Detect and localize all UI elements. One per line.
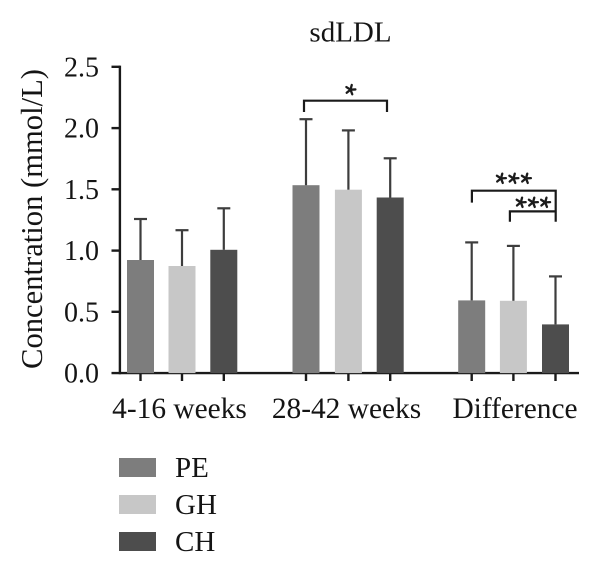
svg-text:2.0: 2.0: [64, 114, 99, 145]
svg-text:sdLDL: sdLDL: [309, 16, 391, 48]
svg-text:CH: CH: [175, 526, 215, 558]
svg-text:28-42 weeks: 28-42 weeks: [272, 393, 421, 425]
svg-text:Concentration (mmol/L): Concentration (mmol/L): [15, 69, 49, 369]
svg-text:0.0: 0.0: [64, 359, 99, 390]
svg-text:4-16 weeks: 4-16 weeks: [112, 393, 247, 425]
svg-text:2.5: 2.5: [64, 52, 99, 83]
svg-text:1.5: 1.5: [64, 175, 99, 206]
svg-text:0.5: 0.5: [64, 297, 99, 328]
svg-text:1.0: 1.0: [64, 236, 99, 267]
svg-text:PE: PE: [175, 452, 209, 484]
svg-text:GH: GH: [175, 489, 217, 521]
svg-text:Difference: Difference: [452, 393, 577, 425]
